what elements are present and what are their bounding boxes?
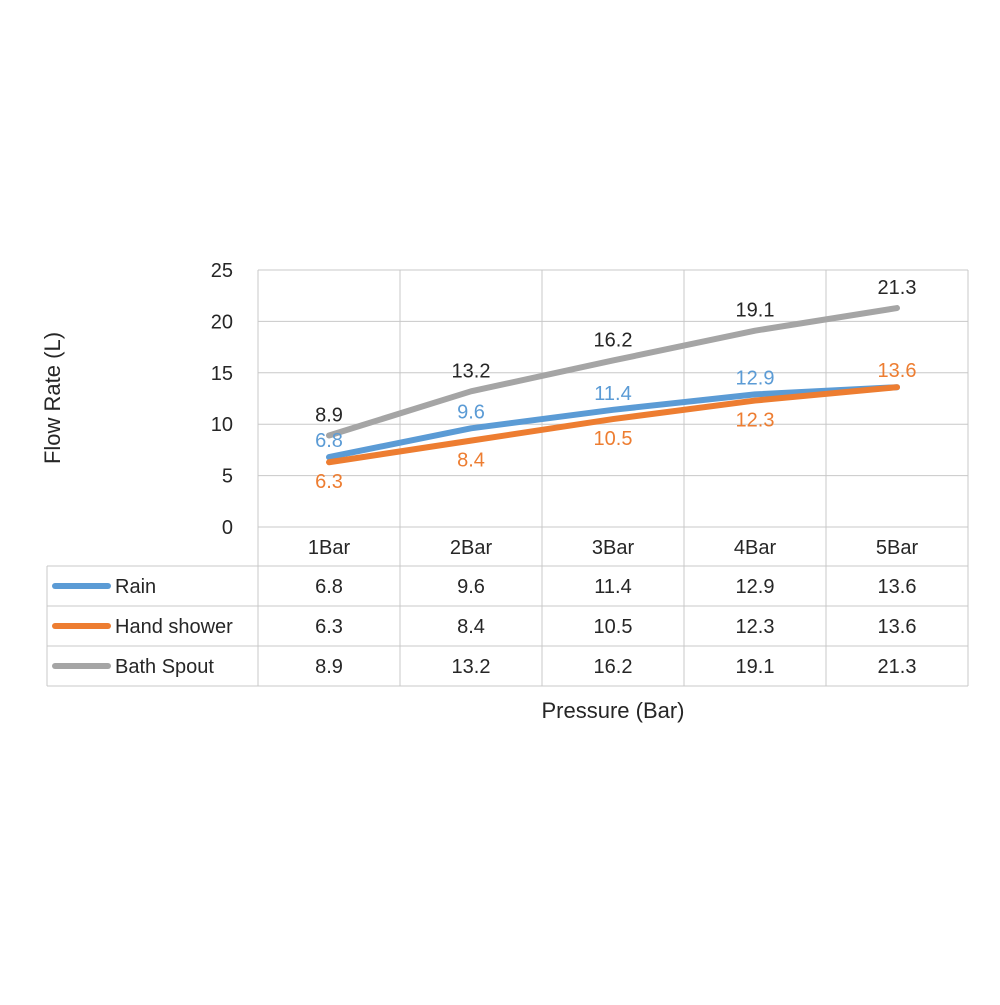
data-label: 8.9 — [315, 405, 343, 427]
data-label: 13.2 — [452, 360, 491, 382]
table-cell: 11.4 — [594, 576, 631, 598]
table-cell: 6.3 — [315, 616, 343, 638]
data-label: 10.5 — [594, 428, 633, 450]
x-tick-label: 4Bar — [734, 537, 777, 559]
x-tick-label: 3Bar — [592, 537, 635, 559]
data-label: 6.8 — [315, 430, 343, 452]
table-cell: 13.6 — [878, 616, 917, 638]
data-label: 12.3 — [736, 410, 775, 432]
legend-label: Bath Spout — [115, 656, 214, 678]
grid — [257, 269, 969, 686]
x-axis-label: Pressure (Bar) — [541, 698, 684, 723]
legend-label: Hand shower — [115, 616, 233, 638]
data-label: 13.6 — [878, 360, 917, 382]
table-cell: 6.8 — [315, 576, 343, 598]
table-cell: 21.3 — [878, 656, 917, 678]
y-tick-label: 0 — [222, 517, 233, 539]
series-lines — [326, 305, 900, 466]
y-tick-label: 5 — [222, 466, 233, 488]
series-line-bath-spout — [326, 305, 900, 439]
series-line-hand-shower — [326, 384, 900, 466]
legend-label: Rain — [115, 576, 156, 598]
table-cell: 12.3 — [736, 616, 775, 638]
data-label: 8.4 — [457, 450, 485, 472]
data-table: 1Bar 2Bar 3Bar 4Bar 5Bar Rain 6.8 9.6 11.4 12.9 13… — [46, 537, 968, 687]
table-cell: 10.5 — [594, 616, 633, 638]
data-label: 21.3 — [878, 277, 917, 299]
x-tick-label: 2Bar — [450, 537, 493, 559]
data-labels: 6.8 9.6 11.4 12.9 6.3 8.4 10.5 12.3 13.6 8.9 13.2 1… — [315, 277, 916, 493]
y-tick-label: 15 — [211, 363, 233, 385]
table-cell: 8.9 — [315, 656, 343, 678]
table-cell: 13.2 — [452, 656, 491, 678]
table-cell: 16.2 — [594, 656, 633, 678]
table-cell: 9.6 — [457, 576, 485, 598]
table-cell: 19.1 — [736, 656, 775, 678]
table-cell: 8.4 — [457, 616, 485, 638]
x-tick-label: 5Bar — [876, 537, 919, 559]
data-label: 12.9 — [736, 367, 775, 389]
y-axis-ticks: 0 5 10 15 20 25 — [211, 260, 233, 539]
y-tick-label: 10 — [211, 414, 233, 436]
data-label: 11.4 — [594, 383, 631, 405]
data-label: 16.2 — [594, 329, 633, 351]
y-axis-label: Flow Rate (L) — [40, 332, 65, 464]
table-cell: 13.6 — [878, 576, 917, 598]
table-cell: 12.9 — [736, 576, 775, 598]
y-tick-label: 20 — [211, 311, 233, 333]
data-label: 6.3 — [315, 471, 343, 493]
y-tick-label: 25 — [211, 260, 233, 282]
data-label: 9.6 — [457, 401, 485, 423]
x-tick-label: 1Bar — [308, 537, 351, 559]
series-line-rain — [326, 384, 900, 461]
data-label: 19.1 — [736, 300, 775, 322]
